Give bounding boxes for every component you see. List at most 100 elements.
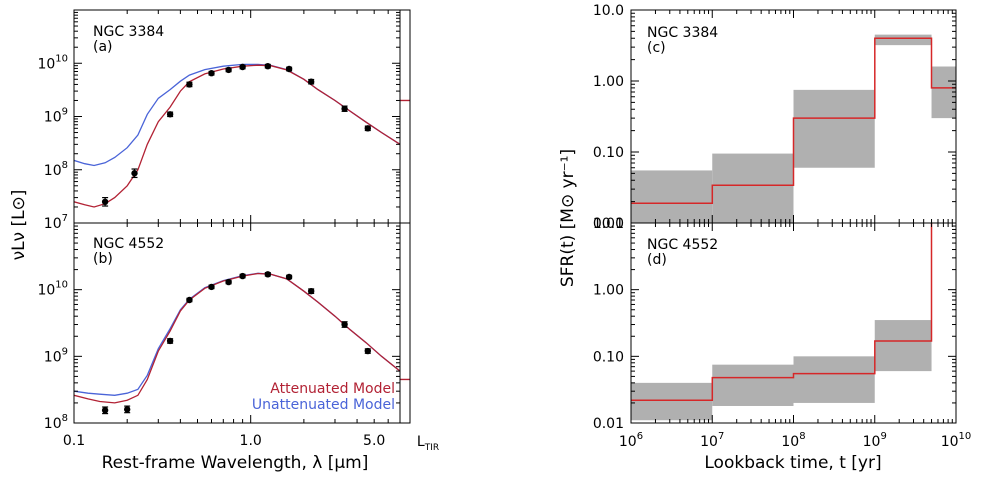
- x-tick-label: 109: [863, 431, 887, 450]
- observed-point: [264, 63, 272, 70]
- sfh-y-label: SFR(t) [M⊙ yr⁻¹]: [558, 149, 578, 287]
- sed-x-axis: 0.1 1.0 5.0: [63, 433, 385, 449]
- observed-point: [225, 278, 232, 286]
- sed-panel-a-frame: [73, 9, 411, 224]
- legend-unattenuated: Unattenuated Model: [252, 397, 395, 413]
- unattenuated-model-line: [74, 63, 401, 167]
- sfh-panel-c-tag: (c): [647, 40, 666, 56]
- observed-point: [123, 405, 131, 414]
- y-tick-label: 10.0: [593, 3, 624, 19]
- y-tick-label: 0.01: [593, 416, 624, 432]
- x-tick-label: 1.0: [240, 433, 262, 449]
- observed-point: [225, 66, 232, 74]
- sfr-step-line: [631, 223, 933, 401]
- sfr-uncertainty-band: [631, 170, 713, 223]
- y-tick-label: 108: [44, 413, 68, 432]
- observed-marker: [186, 81, 193, 88]
- sed-panel-a-title: NGC 3384: [93, 24, 164, 40]
- y-tick-label: 109: [44, 346, 68, 365]
- observed-marker: [186, 296, 193, 304]
- observed-point: [186, 81, 193, 88]
- sed-x-label: Rest-frame Wavelength, λ [μm]: [102, 453, 369, 473]
- observed-marker: [131, 170, 138, 177]
- observed-marker: [285, 273, 293, 281]
- y-tick-label: 1010: [37, 280, 68, 299]
- observed-point: [208, 70, 215, 77]
- y-tick-label: 0.10: [593, 349, 624, 365]
- observed-point: [307, 78, 315, 85]
- observed-point: [101, 406, 109, 415]
- observed-marker: [123, 406, 131, 413]
- observed-marker: [364, 347, 371, 355]
- observed-point: [101, 196, 109, 207]
- observed-point: [364, 347, 371, 355]
- observed-point: [166, 111, 174, 118]
- observed-marker: [208, 283, 215, 291]
- y-tick-label: 0.10: [593, 145, 624, 161]
- y-tick-label: 107: [44, 213, 68, 232]
- sfh-panel-d-frame: [630, 222, 957, 424]
- y-tick-label: 1.00: [593, 74, 624, 90]
- y-tick-label: 109: [44, 107, 68, 126]
- sfh-panel-ngc4552: 0.01 0.10 1.00 10.0 NGC 4552 (d): [593, 216, 957, 432]
- sfr-uncertainty-band: [712, 153, 794, 223]
- sfr-uncertainty-band: [874, 34, 932, 46]
- sfr-uncertainty-band: [631, 382, 713, 421]
- sfr-step-line: [631, 37, 956, 204]
- observed-point: [341, 321, 348, 328]
- y-tick-label: 1010: [37, 53, 68, 72]
- observed-marker: [239, 272, 246, 280]
- observed-marker: [225, 66, 232, 74]
- upper-limit-arrow: [424, 384, 432, 391]
- observed-point: [285, 273, 293, 281]
- sfr-uncertainty-band: [793, 356, 875, 403]
- sfr-uncertainty-band: [931, 66, 956, 119]
- observed-marker: [364, 125, 371, 132]
- sfh-x-label: Lookback time, t [yr]: [704, 453, 881, 473]
- sed-panel-ngc4552: 108 109 1010 NGC 4552 (b) Attenuated Model…: [37, 222, 434, 432]
- observed-marker: [166, 337, 174, 345]
- observed-point: [131, 168, 138, 179]
- legend-attenuated: Attenuated Model: [270, 381, 395, 397]
- sed-panel-ngc3384: 107 108 109 1010 NGC 3384 (a): [37, 9, 434, 232]
- x-tick-label: 106: [619, 431, 643, 450]
- observed-point: [285, 65, 293, 73]
- observed-marker: [166, 111, 174, 118]
- observed-marker: [307, 78, 315, 85]
- observed-marker: [341, 105, 348, 112]
- observed-marker: [285, 65, 293, 73]
- tir-upper-limit: [422, 374, 434, 391]
- unattenuated-model-line: [74, 272, 401, 396]
- sfr-uncertainty-band: [874, 320, 932, 372]
- x-tick-label: 107: [700, 431, 724, 450]
- observed-point: [307, 287, 315, 295]
- sfh-panel-d-title: NGC 4552: [647, 237, 718, 253]
- sfh-panel-c-title: NGC 3384: [647, 25, 718, 41]
- x-tick-label: 108: [781, 431, 805, 450]
- observed-point: [341, 105, 348, 112]
- y-tick-label: 10.0: [593, 216, 624, 232]
- observed-point: [208, 283, 215, 291]
- observed-marker: [101, 198, 109, 206]
- sed-y-label: νLν [L⊙]: [9, 190, 29, 261]
- tir-axis-label: LTIR: [417, 434, 439, 453]
- sfr-uncertainty-band: [712, 364, 794, 406]
- sed-panel-b-frame: [73, 222, 411, 424]
- observed-point: [166, 337, 174, 345]
- observed-point: [239, 272, 246, 280]
- sed-panel-b-tag: (b): [93, 251, 113, 267]
- observed-point: [239, 63, 246, 71]
- observed-marker: [264, 63, 272, 70]
- sfh-panel-ngc3384: 0.01 0.10 1.00 10.0 NGC 3384 (c): [593, 3, 957, 232]
- sed-panel-b-title: NGC 4552: [93, 236, 164, 252]
- observed-marker: [341, 321, 348, 328]
- observed-marker: [208, 70, 215, 77]
- observed-marker: [101, 407, 109, 414]
- sfr-uncertainty-band: [793, 89, 875, 168]
- x-tick-label: 1010: [941, 431, 972, 450]
- tir-upper-limit: [422, 42, 434, 59]
- sed-panel-a-tag: (a): [93, 39, 113, 55]
- attenuated-model-line: [74, 64, 401, 208]
- y-tick-label: 0.01: [593, 216, 624, 232]
